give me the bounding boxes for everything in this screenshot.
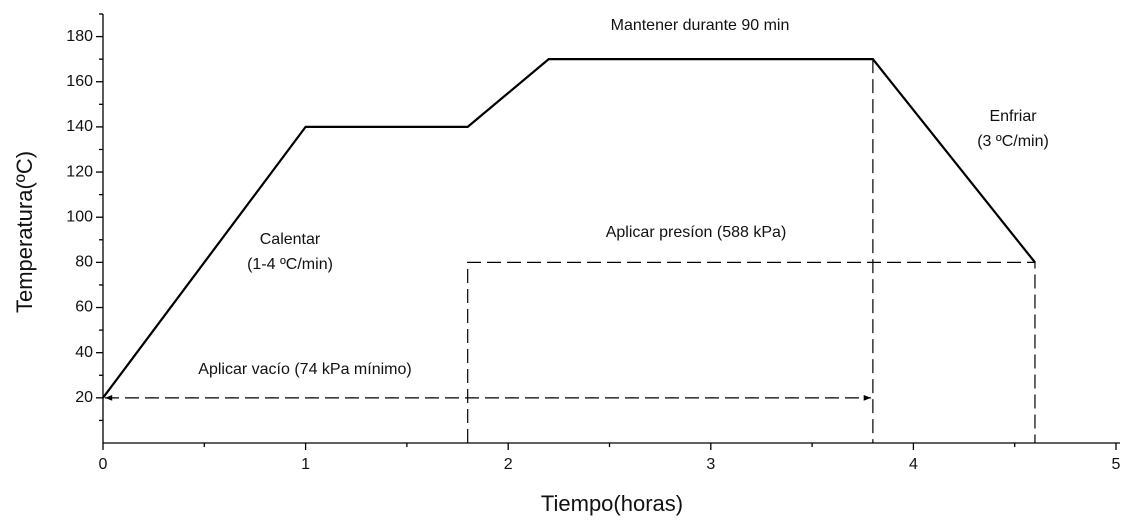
annotation: (1-4 ºC/min) [247, 256, 333, 273]
temperature-line [102, 58, 1036, 399]
x-axis-title: Tiempo(horas) [541, 491, 683, 516]
y-tick-label: 160 [66, 73, 93, 90]
x-tick-label: 1 [301, 456, 310, 473]
annotation: Enfriar [989, 108, 1037, 125]
y-tick-label: 20 [75, 389, 93, 406]
y-axis-title: Temperatura(ºC) [12, 151, 37, 313]
y-tick-label: 140 [66, 118, 93, 135]
y-tick-label: 40 [75, 344, 93, 361]
x-tick-label: 0 [99, 456, 108, 473]
x-tick-label: 4 [909, 456, 918, 473]
y-tick-label: 120 [66, 163, 93, 180]
y-tick-label: 180 [66, 28, 93, 45]
annotation: Aplicar vacío (74 kPa mínimo) [198, 361, 411, 378]
y-tick-label: 100 [66, 208, 93, 225]
annotation: Mantener durante 90 min [611, 17, 790, 34]
pressure-box [467, 261, 1036, 443]
annotation: (3 ºC/min) [977, 133, 1049, 150]
annotation: Aplicar presíon (588 kPa) [606, 224, 787, 241]
x-tick-label: 3 [706, 456, 715, 473]
y-tick-label: 80 [75, 254, 93, 271]
x-tick-label: 2 [504, 456, 513, 473]
x-tick-label: 5 [1112, 456, 1121, 473]
annotation: Calentar [260, 231, 321, 248]
y-tick-label: 60 [75, 299, 93, 316]
